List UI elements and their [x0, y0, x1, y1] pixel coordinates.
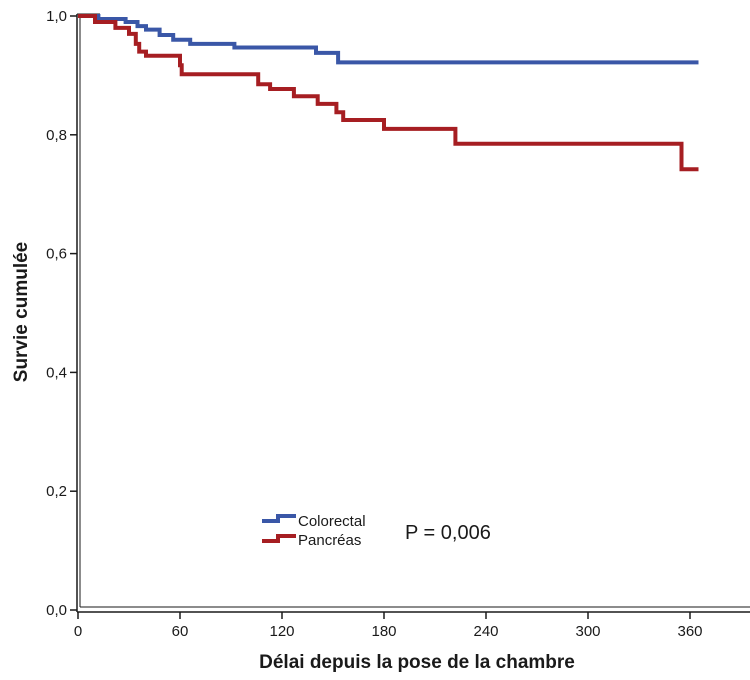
legend: Colorectal Pancréas	[262, 513, 366, 549]
y-tick-label: 0,2	[46, 483, 67, 500]
x-tick-label: 120	[269, 623, 294, 640]
x-tick-label: 300	[575, 623, 600, 640]
legend-swatch-colorectal	[262, 514, 296, 523]
x-axis-title: Délai depuis la pose de la chambre	[259, 652, 575, 673]
p-value-annotation: P = 0,006	[405, 522, 491, 544]
y-axis	[76, 14, 81, 612]
x-axis	[77, 606, 750, 613]
series-line-pancreas	[78, 14, 699, 172]
series-layer	[78, 14, 699, 172]
x-tick-label: 0	[74, 623, 82, 640]
y-tick-label: 1,0	[46, 8, 67, 25]
y-tick-label: 0,0	[46, 602, 67, 619]
y-tick-label: 0,6	[46, 246, 67, 263]
y-axis-title: Survie cumulée	[11, 242, 32, 382]
x-tick-label: 360	[677, 623, 702, 640]
x-tick-label: 240	[473, 623, 498, 640]
x-tick-label: 60	[172, 623, 189, 640]
y-ticks: 0,0 0,2 0,4 0,6 0,8 1,0	[46, 8, 77, 619]
legend-label-colorectal: Colorectal	[298, 513, 366, 530]
x-ticks: 0 60 120 180 240 300 360	[74, 612, 703, 640]
y-tick-label: 0,8	[46, 127, 67, 144]
legend-label-pancreas: Pancréas	[298, 532, 361, 549]
x-tick-label: 180	[371, 623, 396, 640]
y-tick-label: 0,4	[46, 364, 67, 381]
legend-swatch-pancreas	[262, 534, 296, 543]
series-line-colorectal	[78, 14, 699, 65]
